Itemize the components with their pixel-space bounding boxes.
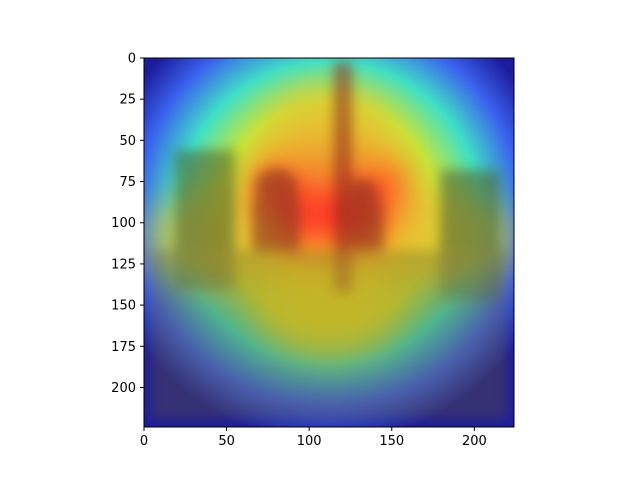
right-church-shape [344, 204, 384, 250]
y-tick-label-125: 125 [111, 257, 136, 272]
plot-area [144, 58, 514, 427]
y-tick-label-25: 25 [119, 93, 136, 108]
plot-frame [143, 57, 515, 428]
x-axis: 0 50 100 150 200 [140, 427, 487, 449]
hotspot-4 [267, 85, 391, 179]
x-tick-label-150: 150 [379, 434, 404, 449]
x-tick-label-50: 50 [218, 434, 235, 449]
y-tick-label-100: 100 [111, 216, 136, 231]
scene-silhouette [150, 62, 508, 420]
x-tick-label-200: 200 [462, 434, 487, 449]
x-tick-label-100: 100 [297, 434, 322, 449]
y-tick-label-0: 0 [128, 52, 136, 67]
y-tick-label-150: 150 [111, 299, 136, 314]
y-tick-label-175: 175 [111, 340, 136, 355]
x-tick-label-0: 0 [140, 434, 148, 449]
y-tick-label-50: 50 [119, 134, 136, 149]
y-axis: 0 25 50 75 100 125 150 175 200 [111, 52, 144, 396]
left-church-shape [252, 200, 300, 252]
y-tick-label-200: 200 [111, 381, 136, 396]
crowd-shape [150, 250, 508, 420]
y-tick-label-75: 75 [119, 175, 136, 190]
